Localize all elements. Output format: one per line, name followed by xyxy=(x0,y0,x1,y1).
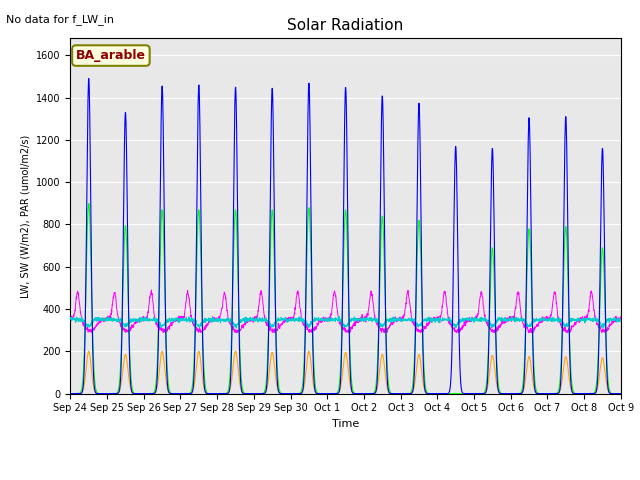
Text: BA_arable: BA_arable xyxy=(76,49,146,62)
Text: No data for f_LW_in: No data for f_LW_in xyxy=(6,14,115,25)
Y-axis label: LW, SW (W/m2), PAR (umol/m2/s): LW, SW (W/m2), PAR (umol/m2/s) xyxy=(20,134,31,298)
X-axis label: Time: Time xyxy=(332,419,359,429)
Title: Solar Radiation: Solar Radiation xyxy=(287,18,404,33)
Legend: LW_out, PAR_in, PAR_out, SW_in, SW_out: LW_out, PAR_in, PAR_out, SW_in, SW_out xyxy=(132,475,559,480)
